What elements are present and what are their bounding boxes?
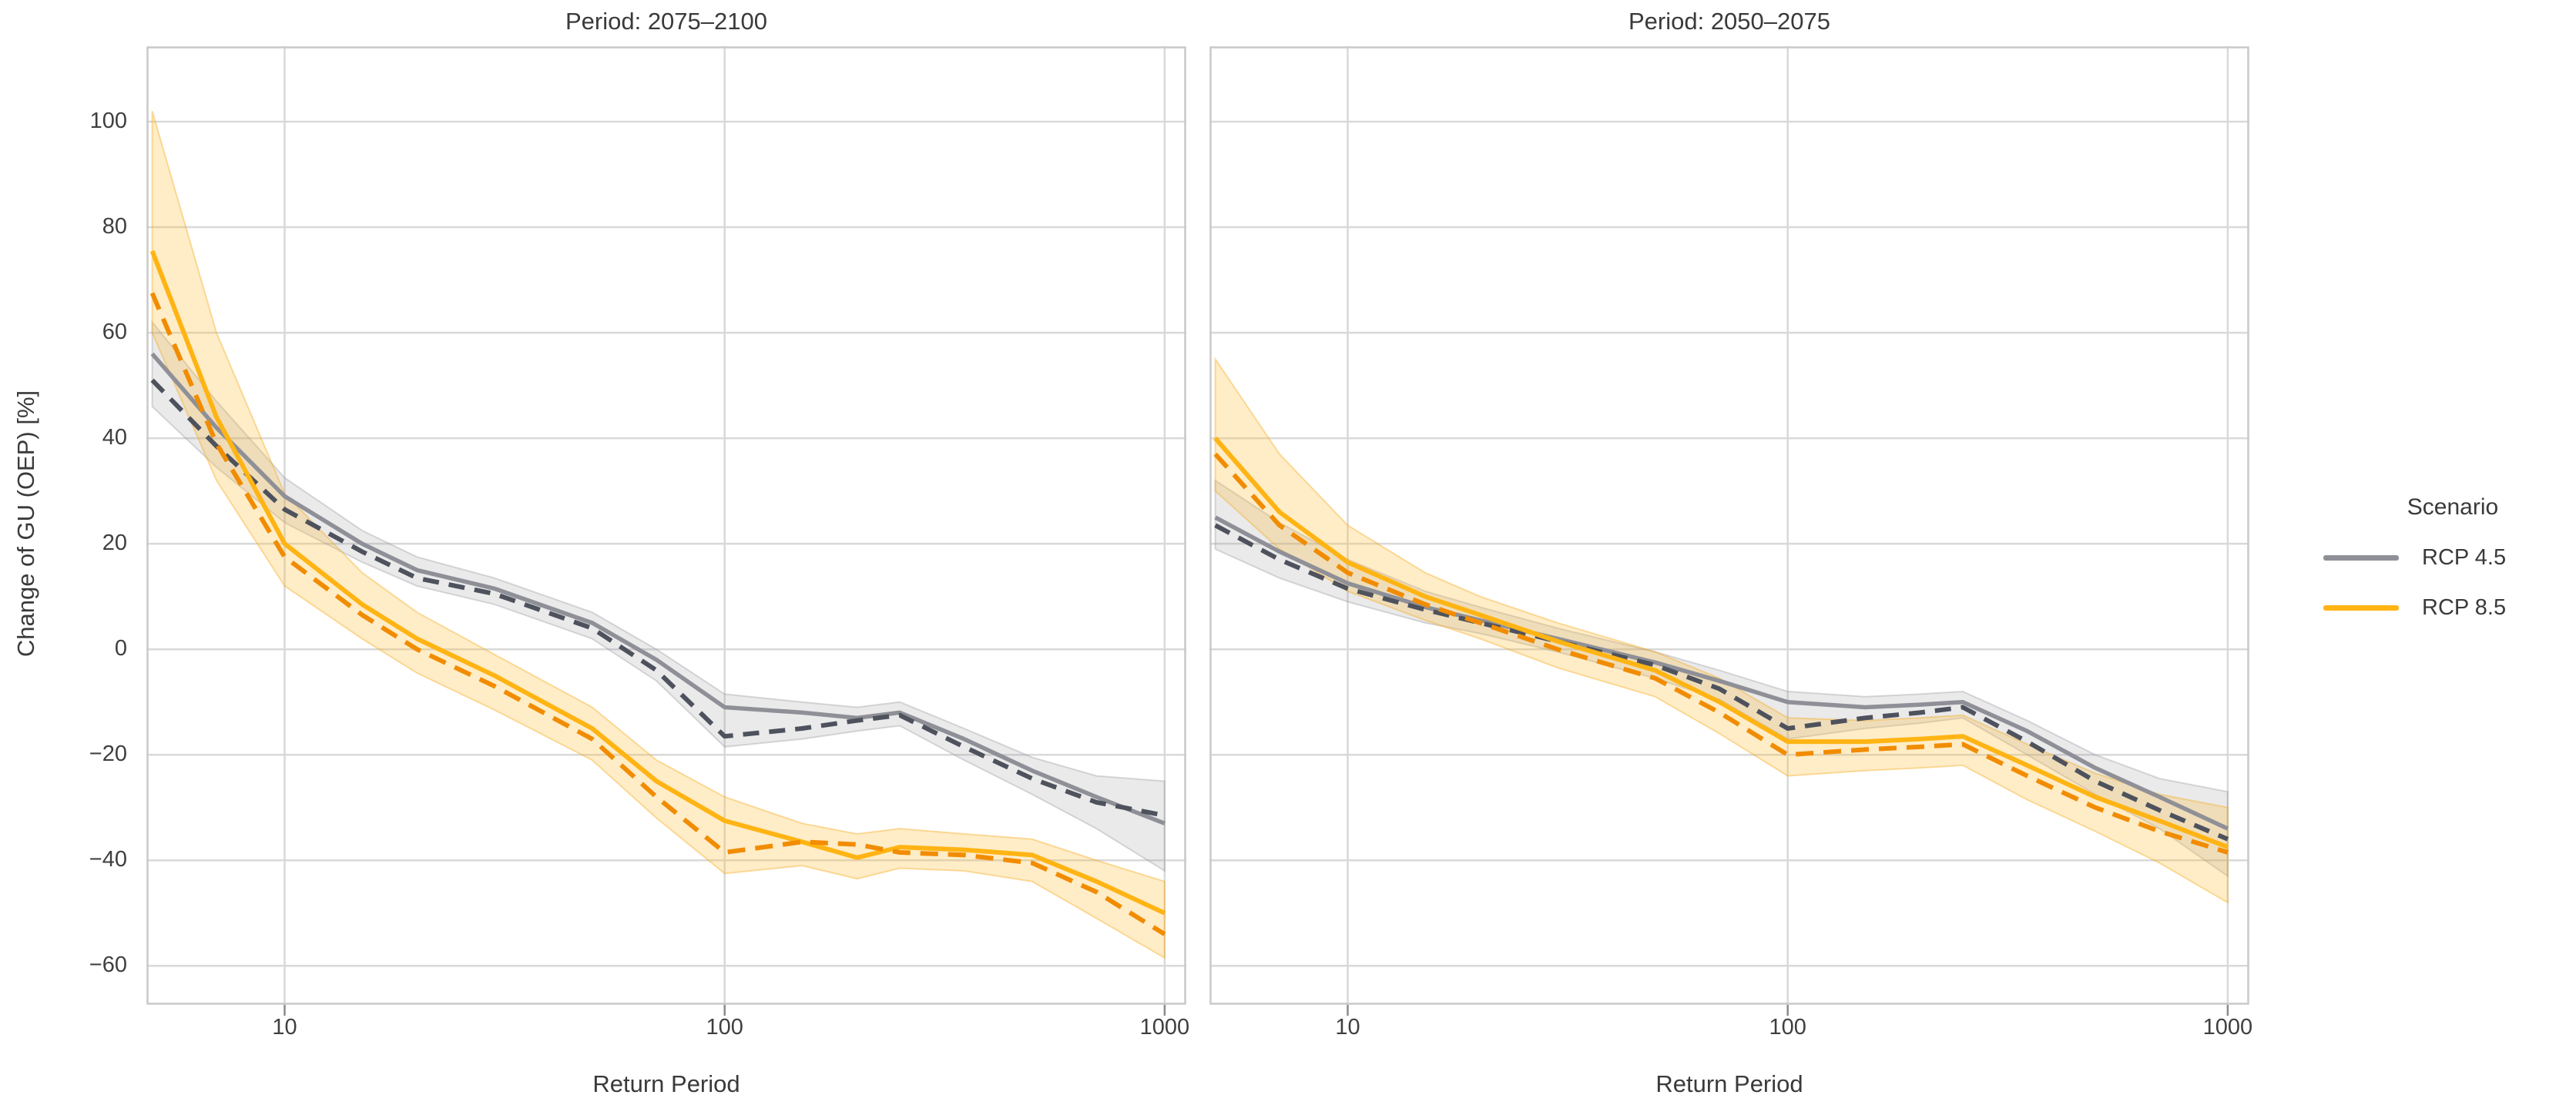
legend-item-label: RCP 8.5	[2422, 595, 2507, 620]
series-line-rcp45_dashed	[150, 378, 1166, 818]
x-tick-label: 100	[1769, 1015, 1806, 1040]
y-tick-label: 20	[102, 530, 127, 555]
series-line-rcp45_solid	[150, 352, 1166, 825]
plot-panel-left	[146, 46, 1186, 1016]
x-tick-label: 10	[1335, 1015, 1360, 1040]
y-tick-label: 100	[89, 108, 127, 133]
series-line-rcp85_dashed	[1213, 452, 2229, 855]
x-tick-label: 1000	[2202, 1015, 2253, 1040]
series-line-rcp85_solid	[1213, 437, 2229, 849]
x-tick-label: 10	[272, 1015, 297, 1040]
y-tick-label: −20	[89, 742, 127, 767]
x-axis-title-left: Return Period	[592, 1070, 740, 1097]
panel-border	[1209, 46, 2249, 1005]
panel-border	[146, 46, 1186, 1005]
legend-line-swatch	[2323, 605, 2399, 611]
y-tick-label: 60	[102, 319, 127, 344]
panel-title-left: Period: 2075–2100	[565, 8, 767, 35]
legend-title: Scenario	[2407, 494, 2499, 520]
confidence-band-rcp45_band	[151, 320, 1166, 872]
legend-item-label: RCP 4.5	[2422, 545, 2507, 570]
panel-title-right: Period: 2050–2075	[1628, 8, 1830, 35]
legend-item: RCP 8.5	[2323, 595, 2559, 621]
plot-panel-right	[1209, 46, 2249, 1016]
confidence-band-rcp85_band	[151, 111, 1166, 959]
legend-item: RCP 4.5	[2323, 545, 2559, 571]
y-tick-label: −60	[89, 953, 127, 978]
series-line-rcp85_solid	[149, 249, 1166, 916]
y-tick-label: −40	[89, 847, 127, 872]
series-line-rcp85_dashed	[149, 292, 1166, 936]
series-line-rcp45_solid	[1214, 515, 2229, 831]
x-axis-title-right: Return Period	[1655, 1070, 1803, 1097]
series-line-rcp45_dashed	[1214, 523, 2229, 842]
x-tick-label: 100	[706, 1015, 743, 1040]
legend-items: RCP 4.5 RCP 8.5	[2323, 545, 2559, 621]
y-tick-label: 40	[102, 424, 127, 450]
x-tick-label: 1000	[1139, 1015, 1190, 1040]
legend: Scenario RCP 4.5 RCP 8.5	[2323, 494, 2559, 621]
legend-line-swatch	[2323, 555, 2399, 561]
confidence-band-rcp85_band	[1214, 357, 2229, 904]
confidence-band-rcp45_band	[1214, 479, 2229, 878]
y-tick-label: 80	[102, 213, 127, 239]
y-tick-label: 0	[114, 636, 127, 661]
